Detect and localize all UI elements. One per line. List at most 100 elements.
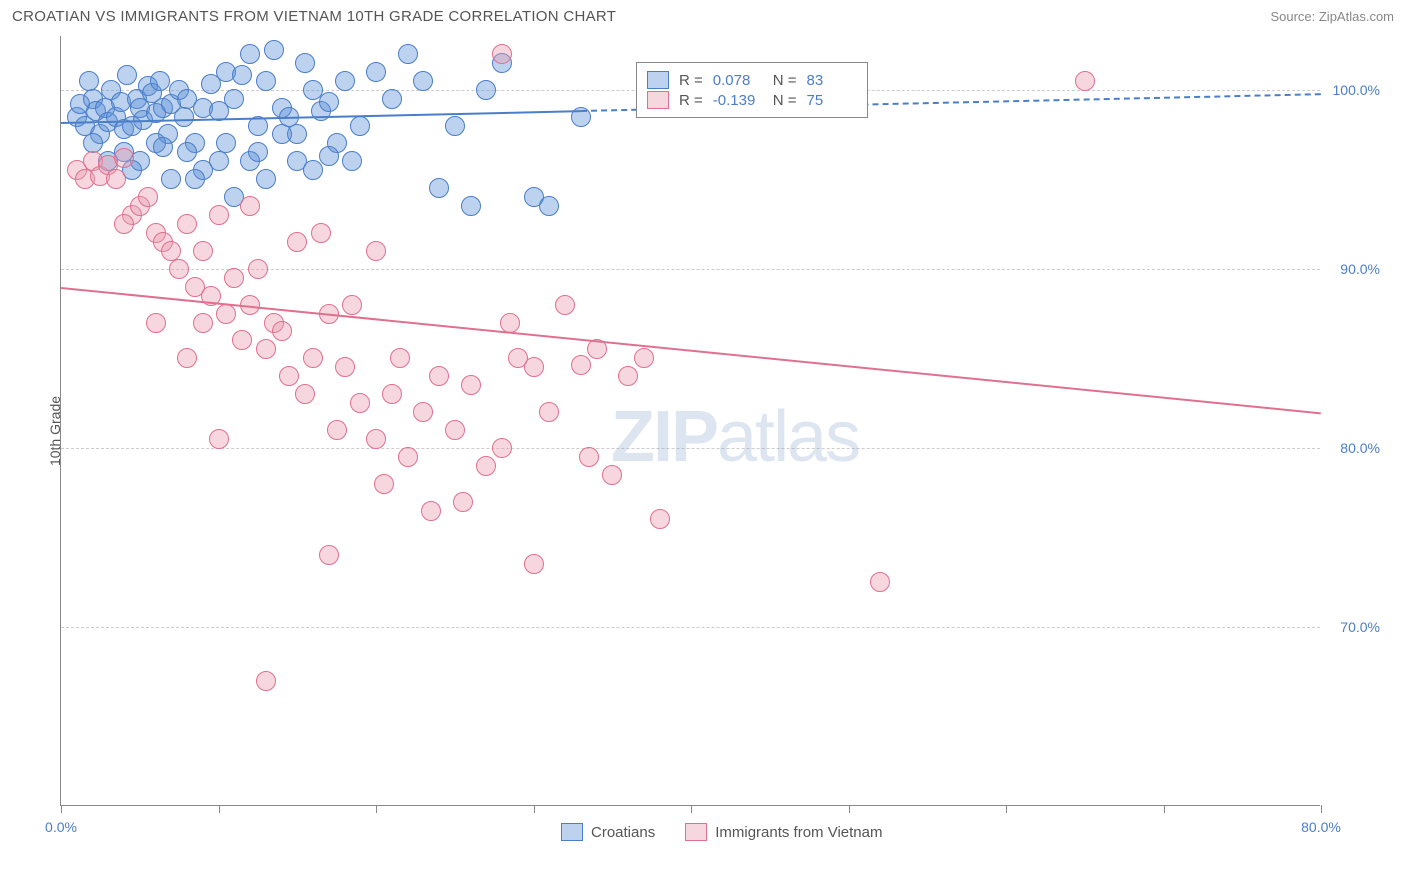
chart-title: CROATIAN VS IMMIGRANTS FROM VIETNAM 10TH… (12, 8, 616, 25)
legend-row: R = -0.139 N = 75 (647, 91, 857, 109)
data-point (350, 116, 370, 136)
data-point (350, 393, 370, 413)
data-point (248, 259, 268, 279)
x-tick-label: 0.0% (45, 819, 77, 835)
data-point (342, 151, 362, 171)
data-point (319, 92, 339, 112)
data-point (216, 304, 236, 324)
data-point (524, 554, 544, 574)
x-tick (691, 805, 692, 813)
legend-row: R =0.078N =83 (647, 71, 857, 89)
data-point (327, 420, 347, 440)
data-point (153, 137, 173, 157)
data-point (117, 65, 137, 85)
data-point (398, 44, 418, 64)
watermark: ZIPatlas (611, 396, 859, 478)
data-point (539, 196, 559, 216)
x-tick (1006, 805, 1007, 813)
data-point (870, 572, 890, 592)
data-point (216, 133, 236, 153)
data-point (1075, 71, 1095, 91)
data-point (272, 124, 292, 144)
data-point (476, 456, 496, 476)
data-point (193, 241, 213, 261)
legend-n-value: 75 (807, 92, 857, 109)
data-point (311, 223, 331, 243)
data-point (240, 44, 260, 64)
data-point (476, 80, 496, 100)
legend-r-value: 0.078 (713, 72, 763, 89)
data-point (413, 402, 433, 422)
y-tick-label: 70.0% (1340, 619, 1380, 635)
legend-item: Croatians (561, 823, 655, 841)
data-point (366, 429, 386, 449)
data-point (366, 241, 386, 261)
data-point (177, 214, 197, 234)
x-tick (219, 805, 220, 813)
data-point (524, 357, 544, 377)
plot-area: 70.0%80.0%90.0%100.0%0.0%80.0%ZIPatlasR … (60, 36, 1320, 806)
data-point (287, 232, 307, 252)
data-point (303, 348, 323, 368)
legend-r-label: R = (679, 92, 703, 109)
data-point (413, 71, 433, 91)
data-point (114, 214, 134, 234)
legend-r-value: -0.139 (713, 92, 763, 109)
data-point (429, 178, 449, 198)
legend-n-label: N = (773, 92, 797, 109)
chart-container: 10th Grade 70.0%80.0%90.0%100.0%0.0%80.0… (50, 36, 1396, 826)
x-tick (1321, 805, 1322, 813)
data-point (150, 71, 170, 91)
data-point (209, 205, 229, 225)
data-point (232, 330, 252, 350)
data-point (398, 447, 418, 467)
legend-swatch (685, 823, 707, 841)
source-label: Source: ZipAtlas.com (1270, 9, 1394, 24)
data-point (174, 107, 194, 127)
data-point (146, 313, 166, 333)
data-point (650, 509, 670, 529)
legend-series-name: Croatians (591, 824, 655, 841)
data-point (634, 348, 654, 368)
data-point (279, 366, 299, 386)
data-point (295, 384, 315, 404)
data-point (169, 259, 189, 279)
legend-n-label: N = (773, 72, 797, 89)
data-point (161, 169, 181, 189)
data-point (342, 295, 362, 315)
data-point (319, 146, 339, 166)
data-point (445, 116, 465, 136)
data-point (492, 438, 512, 458)
data-point (382, 384, 402, 404)
data-point (382, 89, 402, 109)
data-point (295, 53, 315, 73)
series-legend: CroatiansImmigrants from Vietnam (561, 823, 882, 841)
data-point (461, 375, 481, 395)
x-tick (849, 805, 850, 813)
data-point (256, 339, 276, 359)
data-point (209, 151, 229, 171)
data-point (79, 71, 99, 91)
x-tick (1164, 805, 1165, 813)
x-tick-label: 80.0% (1301, 819, 1341, 835)
data-point (256, 169, 276, 189)
legend-swatch (561, 823, 583, 841)
x-tick (61, 805, 62, 813)
data-point (453, 492, 473, 512)
data-point (224, 268, 244, 288)
legend-r-label: R = (679, 72, 703, 89)
data-point (256, 71, 276, 91)
data-point (138, 187, 158, 207)
data-point (445, 420, 465, 440)
data-point (303, 160, 323, 180)
data-point (264, 40, 284, 60)
data-point (209, 429, 229, 449)
gridline (61, 627, 1320, 628)
data-point (539, 402, 559, 422)
data-point (571, 355, 591, 375)
data-point (579, 447, 599, 467)
data-point (232, 65, 252, 85)
x-tick (376, 805, 377, 813)
data-point (248, 142, 268, 162)
correlation-legend: R =0.078N =83R =-0.139N =75 (636, 62, 868, 118)
